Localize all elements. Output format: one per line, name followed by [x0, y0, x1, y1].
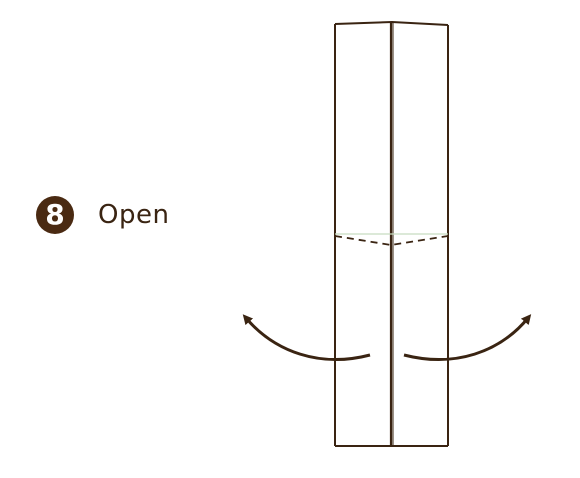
step-number-badge: 8	[36, 196, 74, 234]
curved-arrow-up-right-icon	[403, 314, 532, 362]
folded-paper	[334, 20, 449, 447]
curved-arrow-up-left-icon	[242, 314, 371, 362]
dashed-valley-fold	[334, 235, 449, 246]
step-label: 8 Open	[36, 193, 169, 237]
step-instruction: Open	[98, 200, 170, 230]
